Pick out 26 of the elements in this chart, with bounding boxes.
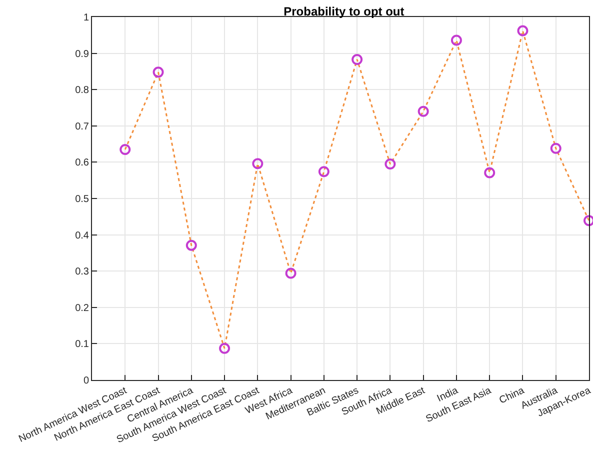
- point: [418, 106, 429, 117]
- point: [285, 268, 296, 279]
- y-tick-label: 0.8: [75, 85, 90, 96]
- y-tick-label: 0: [83, 376, 90, 386]
- y-tick-label: 0.7: [75, 121, 90, 132]
- point: [152, 66, 164, 78]
- point: [120, 144, 131, 155]
- point: [219, 342, 230, 354]
- chart-title: Probability to opt out: [284, 4, 404, 18]
- point: [318, 166, 330, 178]
- y-tick-label: 0.2: [75, 302, 90, 314]
- y-tick-label: 0.9: [75, 48, 90, 60]
- point: [484, 167, 496, 178]
- point: [550, 142, 562, 154]
- point: [517, 25, 528, 36]
- y-tick-label: 0.4: [75, 230, 90, 242]
- y-tick-label: 0.3: [75, 266, 90, 278]
- point: [252, 158, 264, 170]
- y-tick-label: 0.6: [75, 158, 90, 169]
- y-tick-label: 0.5: [75, 194, 90, 205]
- point: [450, 34, 462, 46]
- y-tick-label: 1: [83, 12, 90, 24]
- point: [384, 158, 396, 170]
- point: [186, 240, 197, 251]
- y-tick-label: 0.1: [75, 339, 90, 350]
- point: [352, 54, 363, 65]
